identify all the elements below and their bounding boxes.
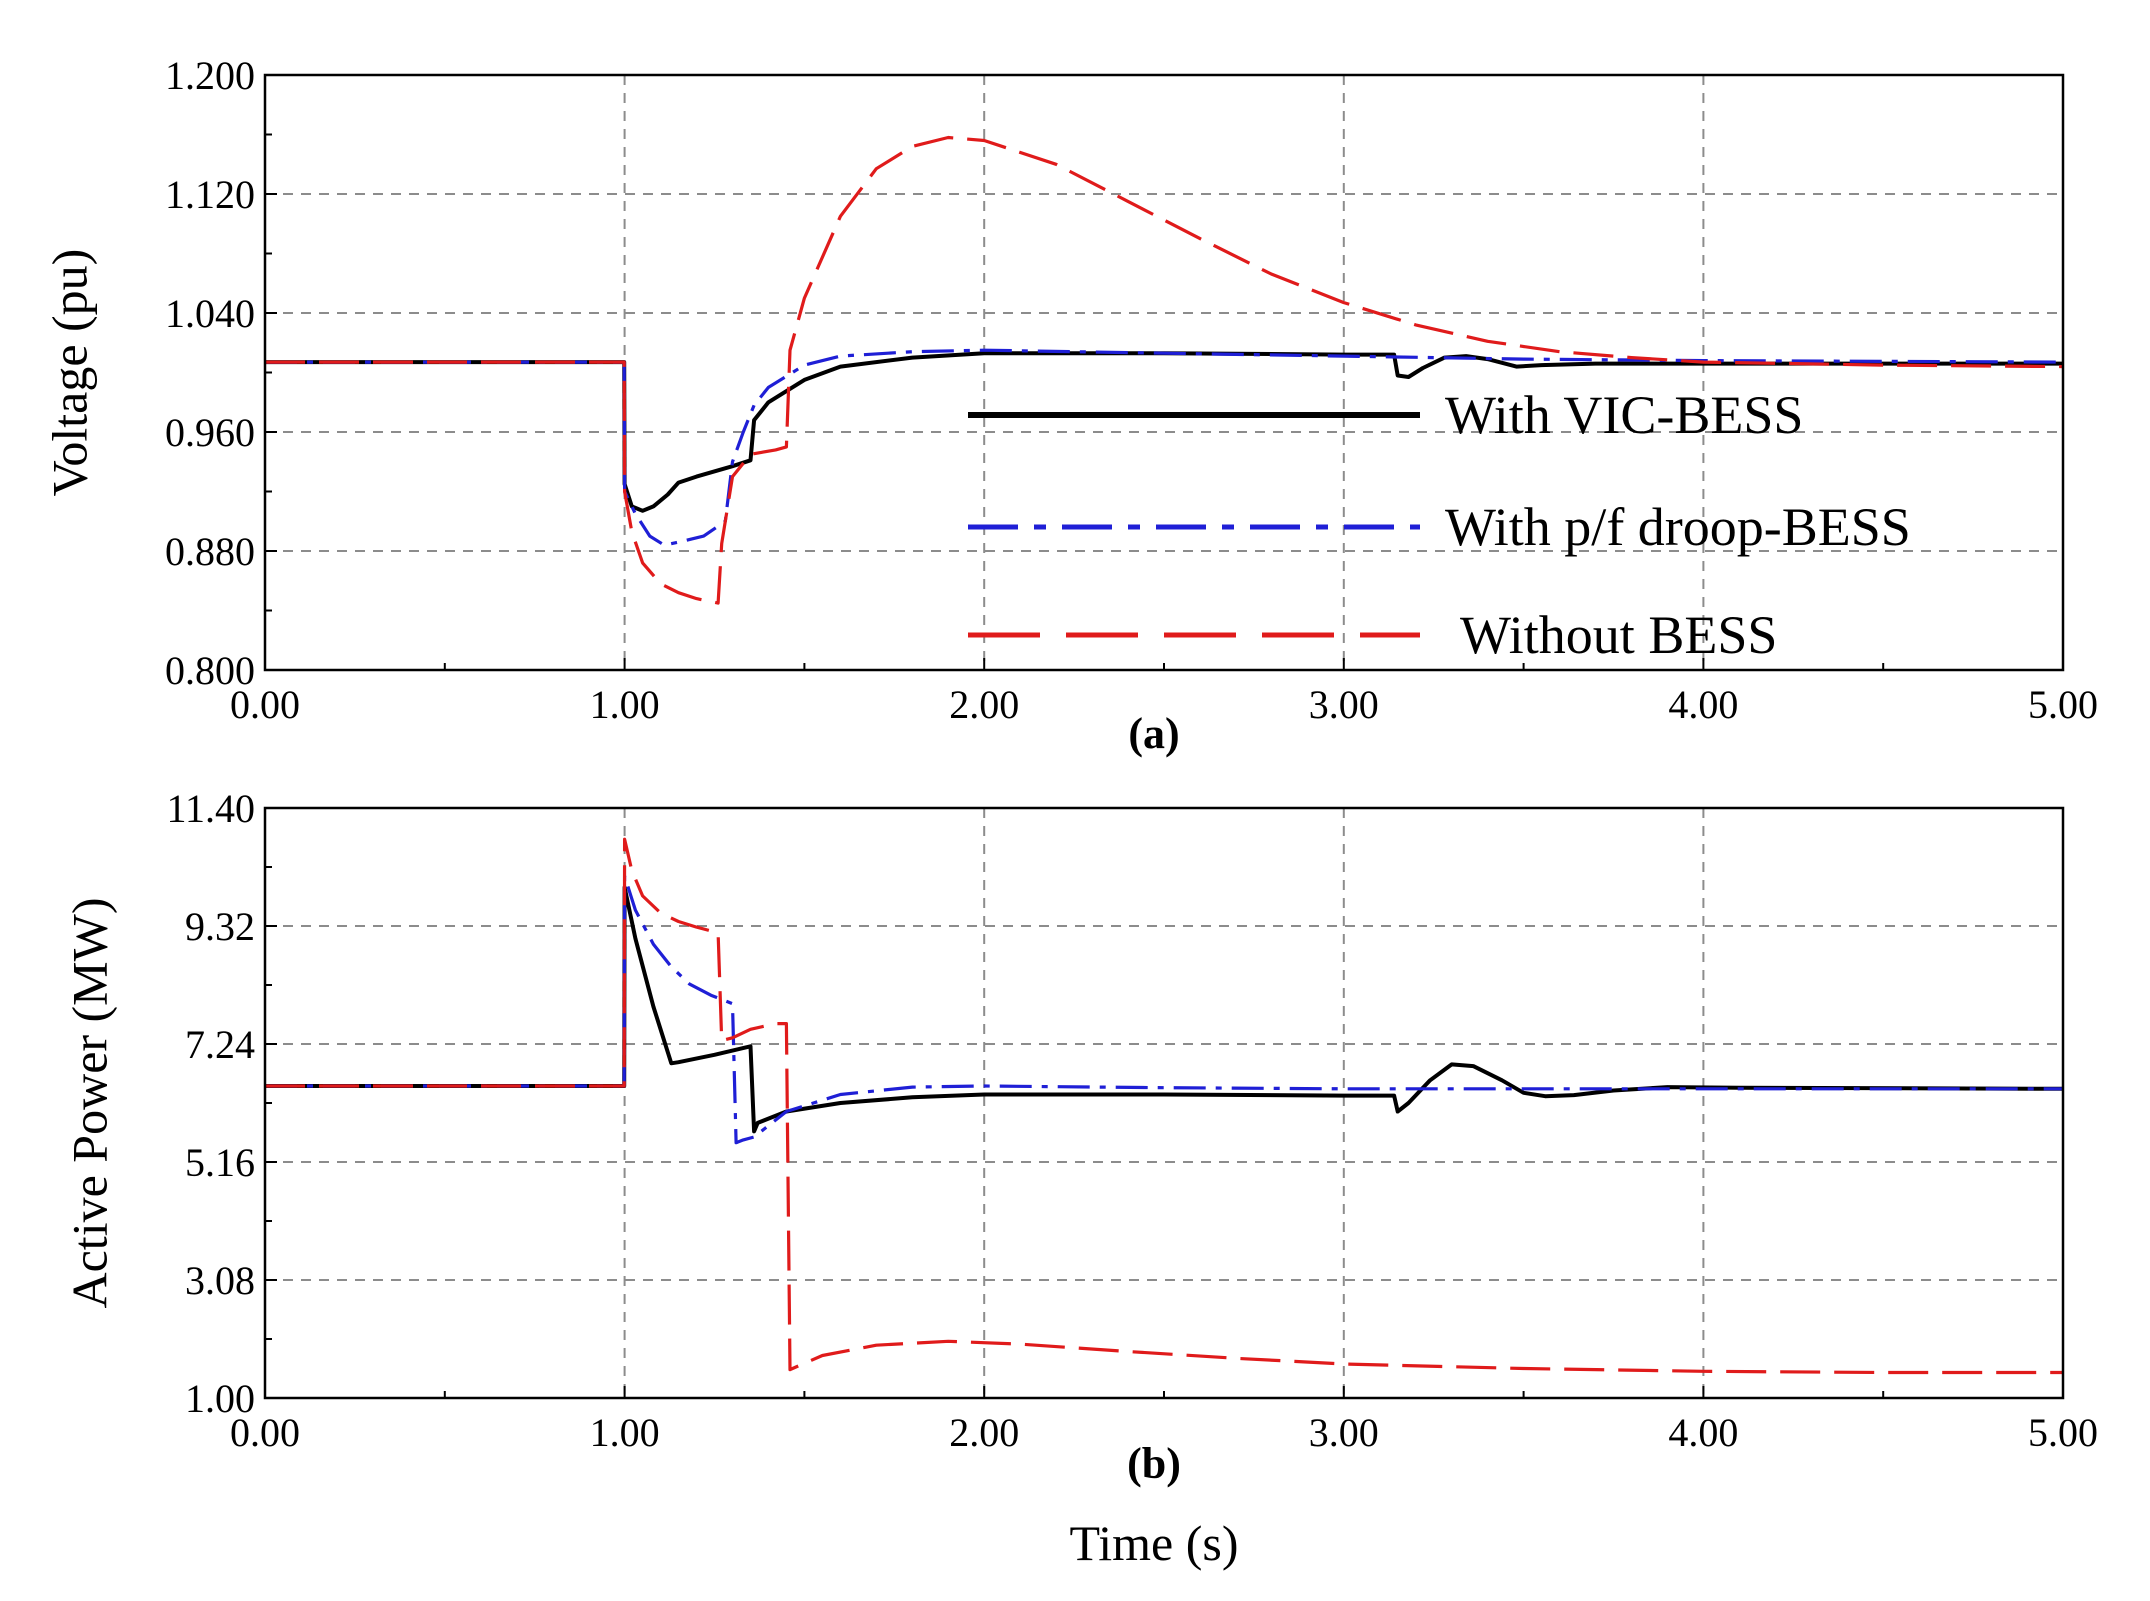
y-tick-label: 11.40 [166, 786, 255, 831]
y-tick-label: 0.960 [165, 410, 255, 455]
x-tick-label: 2.00 [949, 1410, 1019, 1455]
plot-frame [263, 73, 2065, 672]
y-tick-label: 7.24 [185, 1022, 255, 1067]
y-tick-label: 1.040 [165, 291, 255, 336]
active-power-panel: 0.00 1.00 2.00 3.00 4.00 5.001.003.085.167.24… [61, 786, 2098, 1571]
y-tick-label: 3.08 [185, 1258, 255, 1303]
x-tick-label: 2.00 [949, 682, 1019, 727]
plot-frame [263, 806, 2065, 1400]
x-axis-label: Time (s) [1069, 1515, 1238, 1571]
x-tick-label: 1.00 [590, 1410, 660, 1455]
y-tick-label: 5.16 [185, 1140, 255, 1185]
legend: With VIC-BESS With p/f droop-BESS Without … [968, 385, 1911, 665]
voltage-panel: 0.00 1.00 2.00 3.00 4.00 5.00 0.800 0.880 0.960 1… [41, 53, 2098, 758]
y-tick-label: 0.880 [165, 529, 255, 574]
x-tick-label: 0.00 [230, 1410, 300, 1455]
series-line-without-bess [265, 135, 2064, 605]
series-line-with-p-f-droop-bess [265, 874, 2063, 1145]
y-axis-label: Voltage (pu) [41, 249, 97, 497]
x-tick-label: 3.00 [1309, 682, 1379, 727]
x-tick-label: 4.00 [1668, 682, 1738, 727]
legend-label: Without BESS [1460, 605, 1777, 665]
x-tick-label: 0.00 [230, 682, 300, 727]
legend-label: With VIC-BESS [1445, 385, 1803, 445]
y-tick-label: 1.120 [165, 172, 255, 217]
x-tick-label: 5.00 [2028, 682, 2098, 727]
x-tick-label: 1.00 [590, 682, 660, 727]
x-tick-label: 4.00 [1668, 1410, 1738, 1455]
y-tick-label: 1.200 [165, 53, 255, 98]
x-tick-label: 3.00 [1309, 1410, 1379, 1455]
panel-label: (b) [1127, 1439, 1181, 1488]
y-tick-label: 0.800 [165, 648, 255, 693]
x-tick-label: 5.00 [2028, 1410, 2098, 1455]
y-tick-label: 1.00 [185, 1376, 255, 1421]
legend-label: With p/f droop-BESS [1445, 497, 1911, 557]
series-line-without-bess [265, 837, 2063, 1375]
series-line-with-vic-bess [265, 885, 2064, 1134]
y-axis-label: Active Power (MW) [61, 898, 117, 1309]
y-tick-label: 9.32 [185, 904, 255, 949]
panel-label: (a) [1128, 709, 1179, 758]
series-line-with-p-f-droop-bess [265, 348, 2064, 547]
